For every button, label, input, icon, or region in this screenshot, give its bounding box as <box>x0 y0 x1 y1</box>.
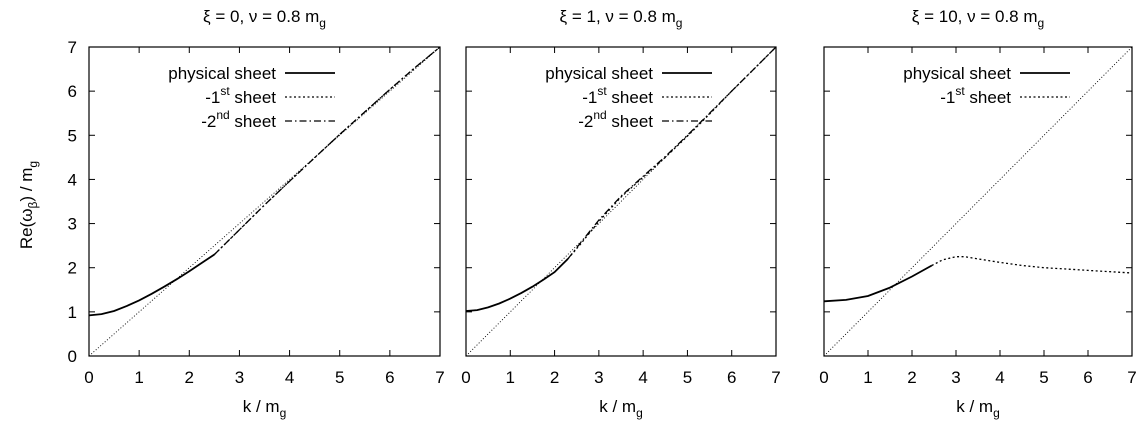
x-tick-label: 1 <box>134 368 143 387</box>
series-line <box>88 253 215 317</box>
x-tick-label: 7 <box>1127 368 1136 387</box>
x-tick-label: 7 <box>771 368 780 387</box>
y-tick-label: 5 <box>68 126 77 145</box>
reference-line-y-equals-x <box>465 46 777 357</box>
x-tick-label: 3 <box>594 368 603 387</box>
series-line <box>931 256 1133 274</box>
y-tick-label: 4 <box>68 170 77 189</box>
legend-label: physical sheet <box>545 64 653 83</box>
series-line <box>567 46 777 260</box>
panel-title: ξ = 10, ν = 0.8 mg <box>912 7 1044 30</box>
plot-frame <box>465 46 777 357</box>
x-tick-label: 0 <box>819 368 828 387</box>
x-tick-label: 5 <box>683 368 692 387</box>
x-tick-label: 6 <box>385 368 394 387</box>
x-tick-label: 6 <box>727 368 736 387</box>
x-tick-label: 0 <box>461 368 470 387</box>
legend-label: -2nd sheet <box>201 108 276 131</box>
series-line <box>213 46 441 255</box>
x-tick-label: 3 <box>235 368 244 387</box>
y-tick-label: 2 <box>68 259 77 278</box>
x-tick-label: 7 <box>435 368 444 387</box>
x-tick-label: 2 <box>907 368 916 387</box>
x-tick-label: 2 <box>185 368 194 387</box>
series-line <box>823 264 933 303</box>
legend-label: physical sheet <box>168 64 276 83</box>
legend-label: -1st sheet <box>940 84 1011 107</box>
series-line <box>465 258 569 312</box>
x-axis-label: k / mg <box>243 397 287 420</box>
chart-panel-3: ξ = 10, ν = 0.8 mg 0 1 2 3 4 5 6 7 k / mg physical… <box>819 7 1136 420</box>
series-line <box>567 46 777 260</box>
legend-label: -2nd sheet <box>578 108 653 131</box>
x-tick-label: 4 <box>995 368 1004 387</box>
legend-label: -1st sheet <box>205 84 276 107</box>
legend-label: -1st sheet <box>582 84 653 107</box>
y-tick-label: 0 <box>68 347 77 366</box>
plot-frame <box>88 46 441 357</box>
x-tick-label: 5 <box>1039 368 1048 387</box>
x-tick-label: 2 <box>550 368 559 387</box>
x-tick-label: 4 <box>285 368 294 387</box>
x-tick-label: 6 <box>1083 368 1092 387</box>
x-tick-label: 1 <box>863 368 872 387</box>
chart-panel-1: ξ = 0, ν = 0.8 mg 0 1 2 3 4 5 6 7 0 1 2 3 4 5 6 7 k / mg p… <box>68 7 445 420</box>
x-axis-label: k / mg <box>956 397 1000 420</box>
y-tick-label: 7 <box>68 38 77 57</box>
x-tick-label: 3 <box>951 368 960 387</box>
y-axis-label: Re(ωβ) / mg <box>17 161 40 249</box>
x-tick-label: 5 <box>335 368 344 387</box>
panel-title: ξ = 1, ν = 0.8 mg <box>560 7 683 30</box>
y-tick-label: 6 <box>68 82 77 101</box>
x-tick-label: 4 <box>638 368 647 387</box>
y-tick-label: 3 <box>68 215 77 234</box>
legend-label: physical sheet <box>903 64 1011 83</box>
x-tick-label: 1 <box>506 368 515 387</box>
x-axis-label: k / mg <box>599 397 643 420</box>
plot-frame <box>823 46 1133 357</box>
chart-panel-2: ξ = 1, ν = 0.8 mg 0 1 2 3 4 5 6 7 k / mg physical … <box>461 7 780 420</box>
panel-title: ξ = 0, ν = 0.8 mg <box>203 7 326 30</box>
y-tick-label: 1 <box>68 303 77 322</box>
reference-line-y-equals-x <box>823 46 1133 357</box>
x-tick-label: 0 <box>84 368 93 387</box>
